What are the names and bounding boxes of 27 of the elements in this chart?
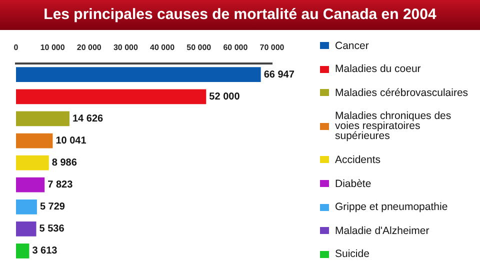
data-label: 8 986 (52, 158, 78, 169)
data-label: 66 947 (264, 69, 295, 80)
data-label: 5 536 (39, 224, 65, 235)
x-tick-label: 10 000 (40, 43, 66, 52)
data-label: 3 613 (32, 246, 58, 257)
legend-label: Grippe et pneumopathie (335, 201, 448, 214)
x-tick-label: 30 000 (113, 43, 138, 52)
x-tick-label: 20 000 (76, 43, 102, 52)
x-tick-label: 60 000 (223, 43, 248, 52)
data-label: 14 626 (72, 113, 104, 124)
chart-title: Les principales causes de mortalité au Canada en 2004 (0, 0, 480, 30)
x-tick-label: 50 000 (186, 43, 212, 52)
legend-label: Suicide (335, 248, 370, 260)
legend-label: Accidents (335, 154, 381, 166)
legend-label: Maladie d'Alzheimer (335, 224, 430, 237)
legend-label: Maladies chroniques des voies respiratoires supérieures (335, 110, 452, 142)
data-label: 10 041 (56, 136, 87, 147)
legend-label: Cancer (335, 40, 369, 52)
x-tick-label: 0 (14, 43, 19, 52)
x-tick-label: 70 000 (260, 43, 285, 52)
legend-label: Maladies du coeur (335, 63, 421, 76)
data-label: 5 729 (40, 202, 66, 213)
legend-label: Diabète (335, 178, 372, 190)
legend-label: Maladies cérébrovasculaires (335, 86, 468, 99)
data-label: 7 823 (48, 180, 74, 191)
x-tick-label: 40 000 (150, 43, 176, 52)
data-label: 52 000 (209, 91, 240, 102)
